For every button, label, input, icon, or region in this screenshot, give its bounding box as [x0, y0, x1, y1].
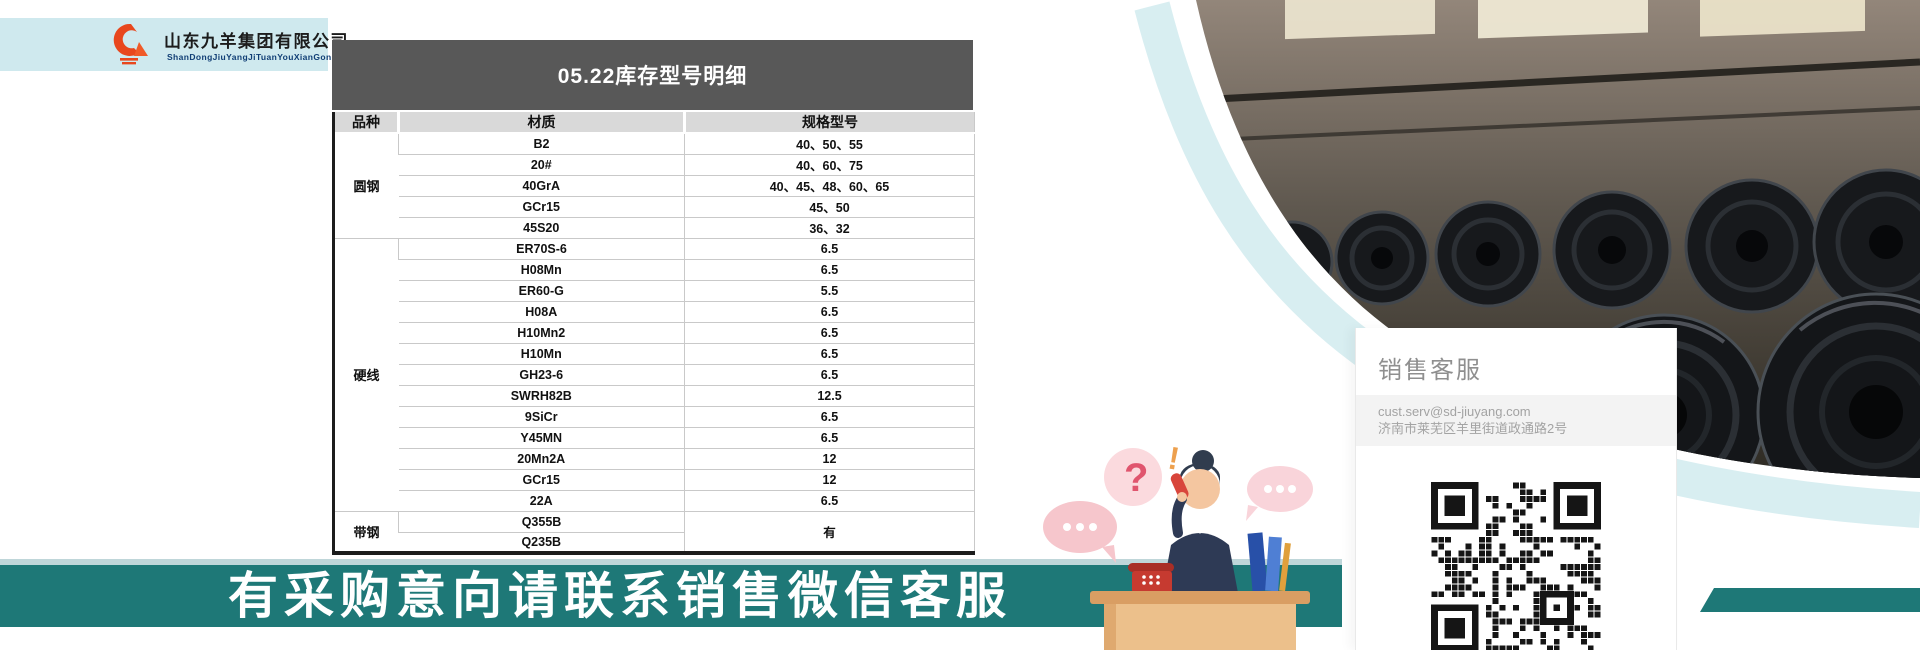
material-cell: ER60-G [398, 280, 685, 302]
table-row: 带钢 Q355B 有 [333, 511, 975, 554]
spec-cell: 40、50、55 [684, 133, 975, 155]
category-cell: 带钢 [333, 511, 399, 554]
spec-cell: 45、50 [684, 196, 975, 218]
table-row: H10Mn 6.5 [334, 343, 975, 365]
material-cell: 45S20 [398, 217, 685, 239]
material-cell: GCr15 [398, 196, 685, 218]
category-cell: 圆钢 [333, 133, 399, 239]
spec-cell: 5.5 [684, 280, 975, 302]
spec-cell: 6.5 [684, 427, 975, 449]
material-cell: H08Mn [398, 259, 685, 281]
company-logo-box: 山东九羊集团有限公司 ShanDongJiuYangJiTuanYouXianG… [0, 18, 348, 71]
banner-top-strip [0, 559, 1342, 565]
spec-cell: 12.5 [684, 385, 975, 407]
category-cell: 硬线 [333, 238, 399, 512]
spec-cell: 6.5 [684, 490, 975, 512]
spec-cell: 40、45、48、60、65 [684, 175, 975, 197]
material-cell: SWRH82B [398, 385, 685, 407]
exclamation-mark: ! [1165, 440, 1182, 477]
inventory-table-title: 05.22库存型号明细 [332, 40, 973, 110]
company-logo-icon [113, 23, 148, 65]
table-row: GH23-6 6.5 [334, 364, 975, 386]
contact-email: cust.serv@sd-jiuyang.com [1378, 404, 1531, 419]
pink-blob [1104, 448, 1162, 506]
table-row: 硬线 ER70S-6 6.5 [333, 238, 975, 512]
inventory-table: 05.22库存型号明细 品种 材质 规格型号 圆钢 B2 40、50、55 20# 40… [332, 40, 975, 555]
spec-cell: 有 [684, 511, 975, 554]
table-row: 40GrA 40、45、48、60、65 [334, 175, 975, 197]
column-header-spec: 规格型号 [683, 112, 975, 134]
material-cell: 40GrA [398, 175, 685, 197]
table-row: 圆钢 B2 40、50、55 [333, 133, 975, 239]
material-cell: 22A [398, 490, 685, 512]
material-cell: H08A [398, 301, 685, 323]
table-row: SWRH82B 12.5 [334, 385, 975, 407]
material-cell: Q355B [398, 511, 685, 533]
footer-banner-text: 有采购意向请联系销售微信客服 [228, 568, 1012, 624]
table-row: Y45MN 6.5 [334, 427, 975, 449]
material-cell: 20Mn2A [398, 448, 685, 470]
teal-ribbon [1700, 588, 1920, 612]
material-cell: GCr15 [398, 469, 685, 491]
spec-cell: 6.5 [684, 406, 975, 428]
table-row: 45S20 36、32 [334, 217, 975, 239]
spec-cell: 12 [684, 469, 975, 491]
spec-cell: 6.5 [684, 364, 975, 386]
material-cell: GH23-6 [398, 364, 685, 386]
spec-cell: 36、32 [684, 217, 975, 239]
wechat-qr-code [1431, 482, 1601, 650]
table-row: 20Mn2A 12 [334, 448, 975, 470]
spec-cell: 6.5 [684, 301, 975, 323]
spec-cell: 6.5 [684, 343, 975, 365]
material-cell: 20# [398, 154, 685, 176]
table-row: H08Mn 6.5 [334, 259, 975, 281]
table-row: H10Mn2 6.5 [334, 322, 975, 344]
material-cell: ER70S-6 [398, 238, 685, 260]
footer-banner: 有采购意向请联系销售微信客服 [0, 565, 1342, 627]
column-header-variety: 品种 [333, 112, 399, 134]
material-cell: B2 [398, 133, 685, 155]
material-cell: Y45MN [398, 427, 685, 449]
material-cell: H10Mn [398, 343, 685, 365]
company-pinyin: ShanDongJiuYangJiTuanYouXianGongSi [166, 52, 347, 62]
material-cell: H10Mn2 [398, 322, 685, 344]
spec-cell: 6.5 [684, 238, 975, 260]
table-row: 9SiCr 6.5 [334, 406, 975, 428]
table-row: GCr15 45、50 [334, 196, 975, 218]
table-row: GCr15 12 [334, 469, 975, 491]
table-row: H08A 6.5 [334, 301, 975, 323]
material-cell: 9SiCr [398, 406, 685, 428]
question-mark: ? [1124, 456, 1148, 500]
table-row: Q235B [334, 532, 975, 554]
spec-cell: 6.5 [684, 259, 975, 281]
speech-bubble-left [1043, 501, 1117, 553]
spec-cell: 40、60、75 [684, 154, 975, 176]
sales-service-card: 销售客服 cust.serv@sd-jiuyang.com 济南市莱芜区羊里街道… [1355, 328, 1677, 650]
table-row: 22A 6.5 [334, 490, 975, 512]
spec-cell: 6.5 [684, 322, 975, 344]
contact-address: 济南市莱芜区羊里街道政通路2号 [1378, 421, 1568, 436]
inventory-table-body: 圆钢 B2 40、50、55 20# 40、60、75 40GrA 40、45、48、60、… [333, 133, 975, 554]
spec-cell: 12 [684, 448, 975, 470]
sales-card-heading: 销售客服 [1378, 357, 1482, 384]
material-cell: Q235B [398, 532, 685, 554]
speech-bubble-right [1247, 466, 1313, 512]
table-row: 20# 40、60、75 [334, 154, 975, 176]
column-header-material: 材质 [397, 112, 685, 134]
contact-panel: cust.serv@sd-jiuyang.com 济南市莱芜区羊里街道政通路2号 [1356, 395, 1676, 446]
table-row: ER60-G 5.5 [334, 280, 975, 302]
company-name: 山东九羊集团有限公司 [164, 32, 349, 51]
